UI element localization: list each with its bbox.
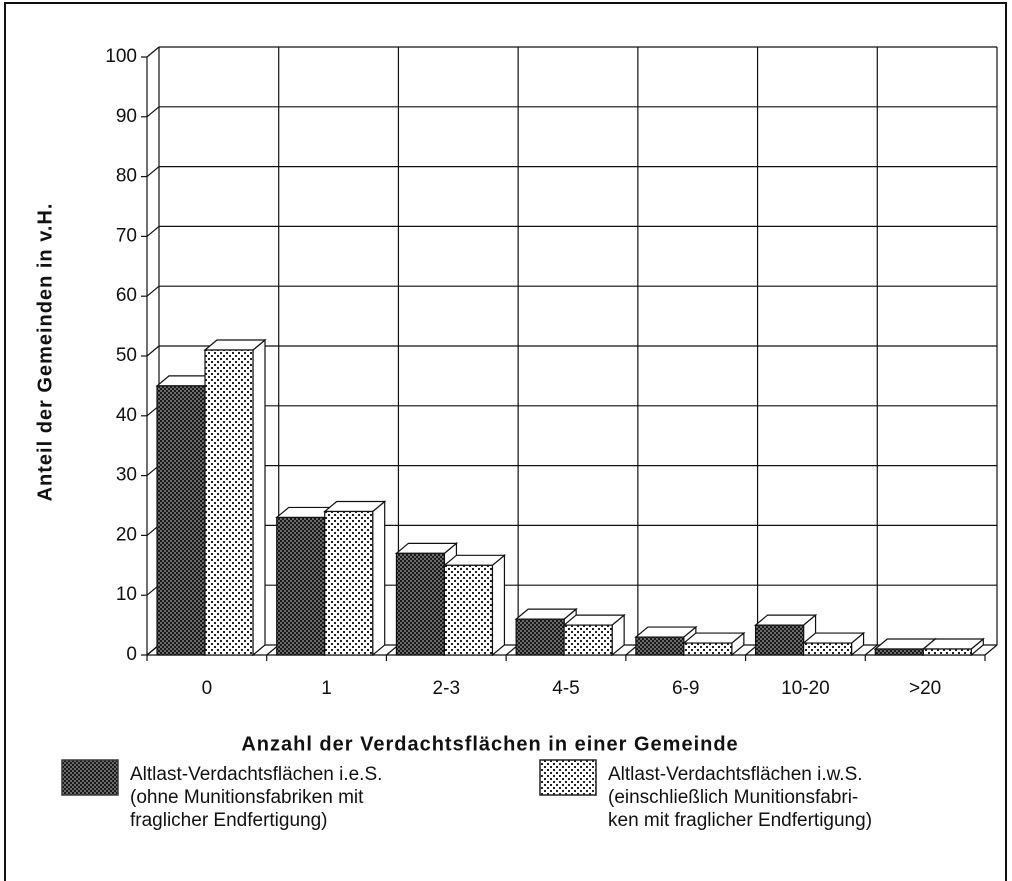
bar	[635, 636, 685, 656]
floor-line	[984, 644, 998, 656]
legend-swatch	[61, 759, 119, 796]
y-tick-label: 50	[116, 345, 137, 366]
grid-line	[146, 106, 160, 118]
y-tick-label: 40	[116, 405, 137, 426]
y-tick-label: 70	[116, 225, 137, 246]
y-tick-label: 90	[116, 106, 137, 127]
bar-side	[372, 500, 386, 657]
bar-side	[491, 554, 506, 657]
x-tick-label: 4-5	[552, 678, 579, 699]
grid-line	[146, 166, 160, 178]
bar	[874, 648, 924, 656]
floor-line	[864, 644, 878, 656]
frame	[4, 2, 1007, 881]
x-tick-label: 0	[202, 678, 213, 699]
bar	[324, 510, 374, 656]
bar	[802, 642, 853, 656]
y-tick-label: 60	[116, 285, 137, 306]
y-tick-label: 30	[116, 465, 137, 486]
y-tick-label: 10	[116, 584, 137, 605]
legend-swatch	[539, 759, 597, 796]
bar	[515, 618, 565, 656]
x-tick-label: 2-3	[433, 678, 460, 699]
bar	[395, 552, 446, 656]
grid-line	[146, 225, 160, 237]
x-tick-label: >20	[909, 678, 941, 699]
bar	[156, 385, 206, 656]
y-tick-label: 20	[116, 524, 137, 545]
x-tick-label: 1	[321, 678, 332, 699]
bar	[204, 349, 254, 656]
bar	[683, 642, 733, 656]
bar	[754, 624, 805, 656]
bar	[276, 516, 326, 656]
y-tick-label: 80	[116, 166, 137, 187]
bar-side	[252, 338, 266, 657]
x-tick-label: 10-20	[781, 678, 830, 699]
bar	[563, 624, 613, 656]
grid-line	[146, 285, 160, 297]
x-tick-label: 6-9	[672, 678, 699, 699]
bar	[922, 648, 972, 656]
grid-line	[146, 46, 160, 58]
legend-label: Altlast-Verdachtsflächen i.w.S. (einschl…	[608, 764, 873, 831]
y-tick-label: 100	[105, 46, 137, 67]
y-tick-label: 0	[126, 644, 137, 665]
y-axis-label: Anteil der Gemeinden in v.H.	[34, 203, 56, 502]
grid-line	[146, 345, 160, 357]
x-axis-label: Anzahl der Verdachtsflächen in einer Gem…	[241, 733, 738, 755]
legend-label: Altlast-Verdachtsflächen i.e.S. (ohne Mu…	[130, 764, 383, 831]
bar	[443, 564, 494, 656]
